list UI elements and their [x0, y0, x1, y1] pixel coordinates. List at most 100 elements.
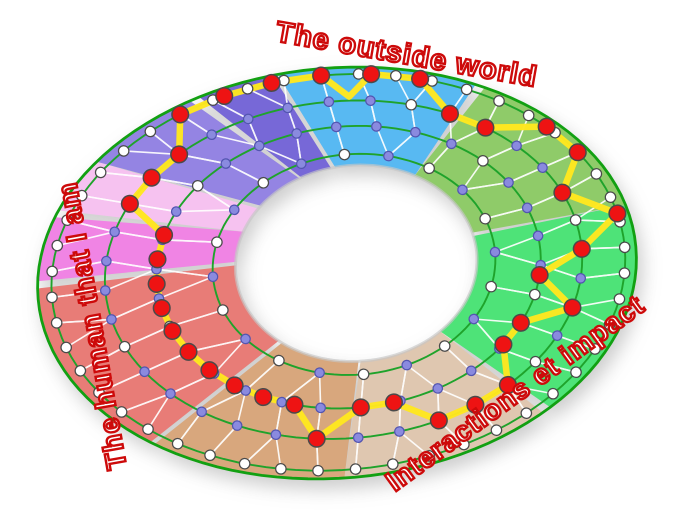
white-node[interactable]: [211, 236, 223, 249]
white-node[interactable]: [312, 464, 324, 477]
selected-node[interactable]: [466, 395, 485, 414]
white-node[interactable]: [570, 366, 582, 379]
white-node[interactable]: [217, 304, 229, 316]
white-node[interactable]: [520, 407, 533, 419]
white-node[interactable]: [386, 458, 399, 470]
white-node[interactable]: [490, 424, 503, 437]
purple-node[interactable]: [315, 402, 326, 414]
white-node[interactable]: [547, 387, 559, 400]
white-node[interactable]: [257, 176, 270, 189]
white-node[interactable]: [61, 214, 74, 226]
purple-node[interactable]: [457, 184, 468, 196]
white-node[interactable]: [142, 423, 154, 435]
purple-node[interactable]: [220, 158, 232, 169]
purple-node[interactable]: [240, 333, 251, 345]
white-node[interactable]: [590, 168, 603, 180]
purple-node[interactable]: [101, 255, 112, 267]
purple-node[interactable]: [139, 366, 150, 378]
white-node[interactable]: [485, 280, 497, 293]
purple-node[interactable]: [276, 396, 288, 408]
selected-node[interactable]: [147, 274, 166, 294]
purple-node[interactable]: [401, 359, 413, 371]
selected-node[interactable]: [476, 118, 495, 137]
white-node[interactable]: [74, 364, 87, 377]
selected-node[interactable]: [494, 335, 513, 354]
purple-node[interactable]: [551, 330, 563, 341]
purple-node[interactable]: [394, 426, 405, 437]
white-node[interactable]: [477, 155, 489, 167]
purple-node[interactable]: [207, 271, 219, 283]
selected-node[interactable]: [537, 117, 556, 136]
purple-node[interactable]: [242, 113, 254, 125]
purple-node[interactable]: [446, 138, 457, 150]
purple-node[interactable]: [282, 102, 294, 114]
purple-node[interactable]: [532, 230, 544, 242]
purple-node[interactable]: [323, 96, 335, 108]
white-node[interactable]: [46, 265, 58, 278]
purple-node[interactable]: [165, 388, 176, 399]
white-node[interactable]: [357, 368, 370, 381]
white-node[interactable]: [50, 317, 63, 329]
purple-node[interactable]: [206, 129, 218, 140]
white-node[interactable]: [349, 463, 362, 475]
selected-node[interactable]: [312, 66, 331, 85]
selected-node[interactable]: [200, 361, 219, 380]
selected-node[interactable]: [170, 145, 189, 164]
purple-node[interactable]: [170, 206, 182, 217]
white-node[interactable]: [529, 355, 542, 368]
selected-node[interactable]: [553, 183, 572, 202]
purple-node[interactable]: [330, 121, 342, 133]
white-node[interactable]: [275, 463, 287, 475]
white-node[interactable]: [51, 239, 64, 252]
purple-node[interactable]: [468, 313, 480, 325]
purple-node[interactable]: [270, 429, 282, 440]
selected-node[interactable]: [154, 225, 174, 245]
purple-node[interactable]: [410, 126, 421, 138]
white-node[interactable]: [618, 267, 631, 279]
white-node[interactable]: [117, 145, 130, 157]
selected-node[interactable]: [572, 239, 591, 258]
selected-node[interactable]: [568, 143, 587, 162]
purple-node[interactable]: [231, 420, 243, 431]
white-node[interactable]: [273, 354, 285, 367]
purple-node[interactable]: [371, 121, 382, 132]
purple-node[interactable]: [196, 406, 207, 418]
selected-node[interactable]: [171, 105, 190, 124]
selected-node[interactable]: [411, 69, 430, 88]
sector-magenta[interactable]: [32, 201, 246, 282]
sector-purple-dark[interactable]: [198, 71, 332, 186]
selected-node[interactable]: [498, 375, 517, 395]
white-node[interactable]: [94, 166, 107, 179]
purple-node[interactable]: [99, 285, 111, 296]
white-node[interactable]: [423, 162, 435, 175]
white-node[interactable]: [115, 406, 128, 418]
selected-node[interactable]: [563, 298, 582, 317]
selected-node[interactable]: [307, 429, 326, 448]
selected-node[interactable]: [511, 313, 530, 332]
purple-node[interactable]: [511, 140, 522, 152]
selected-node[interactable]: [429, 411, 448, 430]
selected-node[interactable]: [254, 387, 273, 407]
purple-node[interactable]: [106, 314, 117, 325]
selected-node[interactable]: [285, 395, 304, 414]
purple-node[interactable]: [291, 128, 302, 139]
white-node[interactable]: [618, 241, 631, 254]
white-node[interactable]: [75, 189, 88, 202]
selected-node[interactable]: [608, 204, 627, 223]
white-node[interactable]: [460, 83, 473, 96]
purple-node[interactable]: [314, 367, 325, 379]
purple-node[interactable]: [109, 226, 120, 238]
white-node[interactable]: [204, 449, 216, 462]
selected-node[interactable]: [225, 376, 244, 395]
white-node[interactable]: [493, 95, 505, 107]
purple-node[interactable]: [383, 150, 394, 162]
selected-node[interactable]: [163, 321, 182, 340]
white-node[interactable]: [171, 437, 184, 450]
white-node[interactable]: [423, 450, 435, 462]
purple-node[interactable]: [465, 365, 477, 377]
white-node[interactable]: [191, 179, 204, 192]
selected-node[interactable]: [362, 65, 381, 84]
selected-node[interactable]: [384, 393, 403, 412]
selected-node[interactable]: [120, 194, 139, 213]
white-node[interactable]: [60, 341, 73, 354]
